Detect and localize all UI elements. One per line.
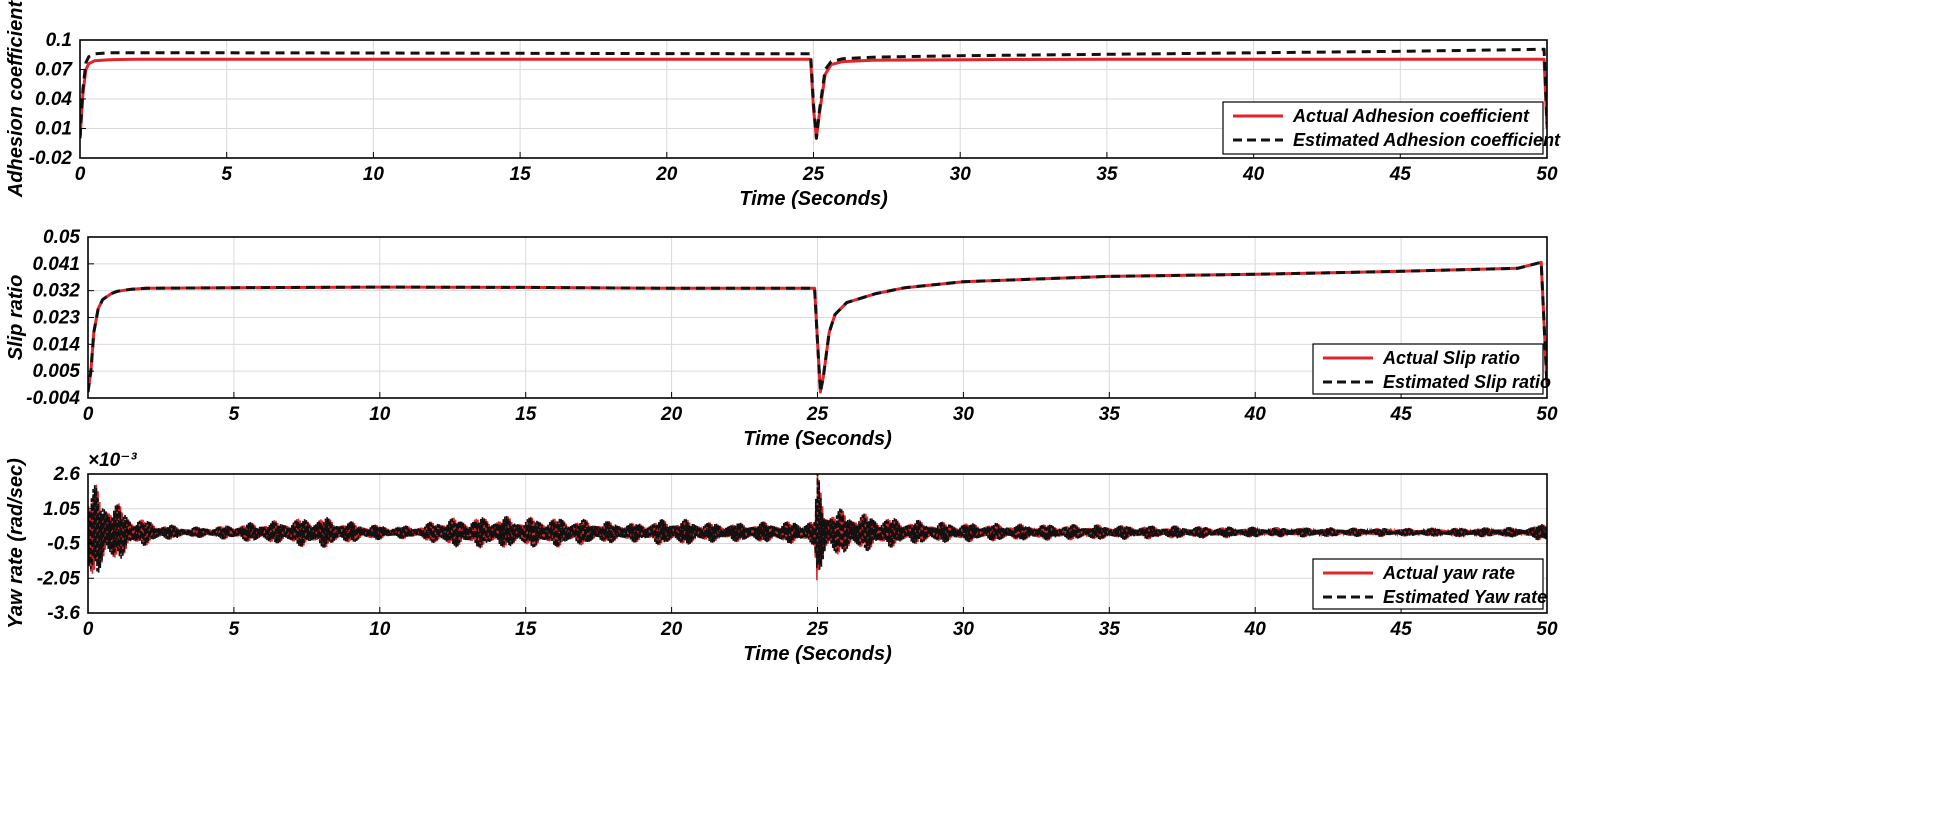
y-tick-label: -2.05 <box>37 568 81 589</box>
y-tick-label: 0.07 <box>35 60 73 81</box>
legend-label-estimated: Estimated Slip ratio <box>1383 372 1551 392</box>
series-group <box>80 47 1547 140</box>
chart-yaw: 0 5 10 15 20 25 30 35 40 45 50 -3.6 -2.05 -0.5 1.05 2.6… <box>5 450 1558 665</box>
x-tick-label: 15 <box>515 619 537 640</box>
legend-label-actual: Actual Adhesion coefficient <box>1292 106 1530 126</box>
x-tick-label: 5 <box>229 619 240 640</box>
x-tick-label: 35 <box>1096 164 1118 185</box>
x-tick-label: 30 <box>953 619 975 640</box>
x-tick-label: 10 <box>369 404 391 425</box>
x-tick-label: 15 <box>510 164 532 185</box>
y-axis: -0.02 0.01 0.04 0.07 0.1 <box>29 30 86 169</box>
series-group <box>88 260 1547 394</box>
series-line-estimated <box>88 474 1547 573</box>
x-axis: 0 5 10 15 20 25 30 35 40 45 50 <box>83 392 1558 425</box>
y-tick-label: 0.01 <box>35 119 72 140</box>
x-tick-label: 35 <box>1099 619 1121 640</box>
x-tick-label: 45 <box>1389 164 1412 185</box>
y-tick-label: 0.05 <box>43 227 80 248</box>
x-axis: 0 5 10 15 20 25 30 35 40 45 50 <box>75 152 1558 185</box>
x-axis-title: Time (Seconds) <box>743 643 892 665</box>
y-axis: -0.004 0.005 0.014 0.023 0.032 0.041 0.05 <box>26 227 94 409</box>
x-tick-label: 30 <box>950 164 972 185</box>
x-tick-label: 50 <box>1536 619 1558 640</box>
y-axis-title: Adhesion coefficient <box>5 0 27 198</box>
y-tick-label: 1.05 <box>43 499 80 520</box>
legend: Actual yaw rate Estimated Yaw rate <box>1312 558 1547 610</box>
y-tick-label: 0.032 <box>32 281 80 302</box>
y-tick-label: -0.02 <box>29 148 73 169</box>
series-line-estimated <box>80 47 1547 140</box>
chart-slip: 0 5 10 15 20 25 30 35 40 45 50 -0.004 0.005 0.014 0.02… <box>5 227 1558 450</box>
legend-label-actual: Actual Slip ratio <box>1382 348 1520 368</box>
y-tick-label: 0.014 <box>32 334 80 355</box>
legend-box <box>1312 558 1544 610</box>
x-tick-label: 10 <box>369 619 391 640</box>
legend-label-actual: Actual yaw rate <box>1382 563 1515 583</box>
x-tick-label: 40 <box>1242 164 1265 185</box>
y-tick-label: 0.005 <box>32 361 80 382</box>
x-axis: 0 5 10 15 20 25 30 35 40 45 50 <box>83 607 1558 640</box>
y-exponent-label: ×10⁻³ <box>88 450 137 471</box>
x-tick-label: 20 <box>660 404 683 425</box>
x-tick-label: 20 <box>655 164 678 185</box>
y-axis-title: Slip ratio <box>5 275 27 361</box>
series-group <box>88 474 1547 581</box>
x-tick-label: 0 <box>83 619 94 640</box>
x-tick-label: 5 <box>221 164 232 185</box>
legend-label-estimated: Estimated Adhesion coefficient <box>1293 130 1561 150</box>
x-axis-title: Time (Seconds) <box>743 428 892 450</box>
legend-box <box>1222 101 1544 155</box>
y-tick-label: 0.1 <box>46 30 72 51</box>
legend: Actual Adhesion coefficient Estimated Adh… <box>1222 101 1561 155</box>
legend: Actual Slip ratio Estimated Slip ratio <box>1312 343 1551 395</box>
chart-adhesion: 0 5 10 15 20 25 30 35 40 45 50 -0.02 0.01 0.04 0.07 0.1… <box>5 0 1561 210</box>
series-line-estimated <box>88 260 1547 394</box>
x-tick-label: 45 <box>1390 404 1413 425</box>
x-tick-label: 40 <box>1244 404 1267 425</box>
x-tick-label: 50 <box>1536 404 1558 425</box>
x-tick-label: 25 <box>806 619 829 640</box>
x-axis-title: Time (Seconds) <box>739 188 888 210</box>
y-tick-label: 0.041 <box>32 254 80 275</box>
legend-box <box>1312 343 1544 395</box>
x-tick-label: 0 <box>75 164 86 185</box>
y-tick-label: -0.004 <box>26 388 80 409</box>
legend-label-estimated: Estimated Yaw rate <box>1383 587 1547 607</box>
x-tick-label: 20 <box>660 619 683 640</box>
y-tick-label: -3.6 <box>47 603 80 624</box>
x-tick-label: 50 <box>1536 164 1558 185</box>
y-tick-label: 0.04 <box>35 89 72 110</box>
x-tick-label: 45 <box>1390 619 1413 640</box>
x-tick-label: 35 <box>1099 404 1121 425</box>
x-tick-label: 40 <box>1244 619 1267 640</box>
x-tick-label: 5 <box>229 404 240 425</box>
y-tick-label: 2.6 <box>53 464 81 485</box>
y-tick-label: -0.5 <box>47 534 80 555</box>
y-tick-label: 0.023 <box>32 308 80 329</box>
x-tick-label: 30 <box>953 404 975 425</box>
x-tick-label: 25 <box>806 404 829 425</box>
x-tick-label: 0 <box>83 404 94 425</box>
y-axis: -3.6 -2.05 -0.5 1.05 2.6 <box>37 464 94 624</box>
x-tick-label: 15 <box>515 404 537 425</box>
y-axis-title: Yaw rate (rad/sec) <box>5 458 27 629</box>
x-tick-label: 25 <box>802 164 825 185</box>
x-tick-label: 10 <box>363 164 385 185</box>
